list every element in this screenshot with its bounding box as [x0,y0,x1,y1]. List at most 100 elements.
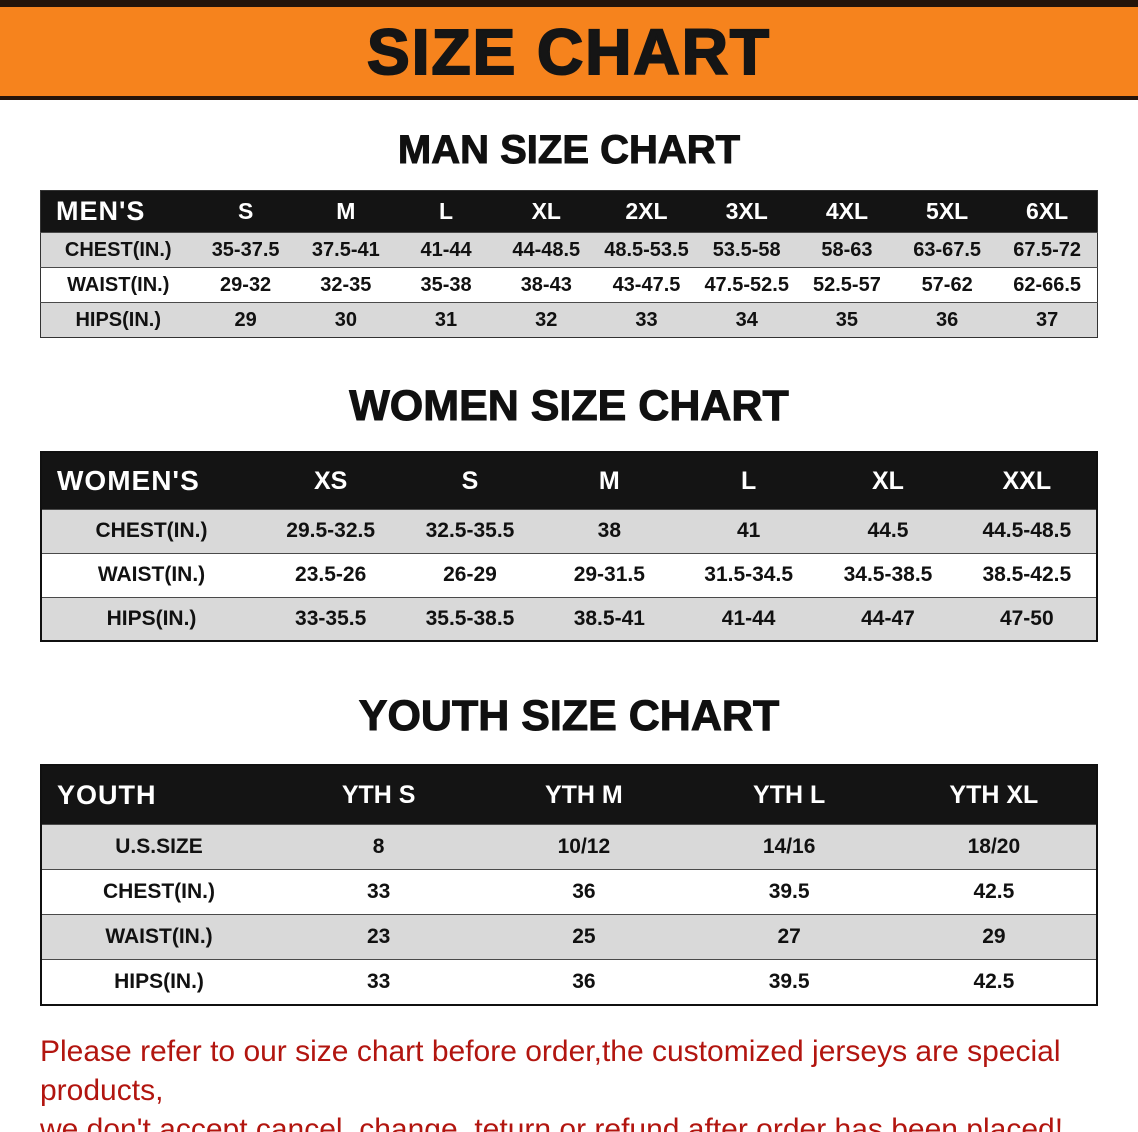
size-value: 35-37.5 [195,232,296,268]
size-value: 53.5-58 [696,232,797,268]
size-value: 23.5-26 [261,552,401,598]
size-value: 42.5 [891,869,1097,915]
size-value: 58-63 [796,232,898,268]
column-header-size: XL [872,466,904,495]
size-value: 47.5-52.5 [696,267,797,303]
women-size-heading: WOMEN SIZE CHART [349,381,790,430]
row-label: WAIST(IN.) [41,914,276,960]
size-value: 36 [481,959,687,1005]
size-value: 37.5-41 [295,232,396,268]
size-value: 34 [696,302,797,338]
column-header-size: S [237,198,254,224]
row-label: CHEST(IN.) [41,869,276,915]
size-value: 44-48.5 [496,232,597,268]
size-value: 25 [481,914,687,960]
column-header-size: L [741,466,757,495]
column-header-size: 4XL [825,198,869,224]
size-value: 33 [276,959,482,1005]
column-header-size: L [439,198,454,224]
size-value: 38 [539,508,679,554]
size-value: 23 [276,914,482,960]
column-header-size: YTH S [341,780,416,809]
size-value: 32-35 [295,267,396,303]
size-value: 31 [395,302,497,338]
column-header-mens: MEN'S [56,196,146,226]
column-header-size: M [598,466,620,495]
row-label: HIPS(IN.) [41,596,261,642]
table-row-chest: CHEST(IN.) 29.5-32.5 32.5-35.5 38 41 44.… [41,508,1097,554]
table-row-waist: WAIST(IN.) 23.5-26 26-29 29-31.5 31.5-34… [41,552,1097,598]
size-value: 29-31.5 [539,552,679,598]
size-value: 8 [276,824,482,870]
size-value: 41-44 [678,596,819,642]
size-value: 29 [195,302,296,338]
column-header-size: YTH L [753,780,826,809]
table-row-chest: CHEST(IN.) 33 36 39.5 42.5 [41,869,1097,915]
table-row-chest: CHEST(IN.) 35-37.5 37.5-41 41-44 44-48.5… [40,232,1098,268]
size-chart-title: SIZE CHART [366,15,771,88]
column-header-size: XS [313,466,348,495]
row-label: CHEST(IN.) [41,508,261,554]
size-value: 33 [276,869,482,915]
size-value: 44.5 [818,508,958,554]
size-value: 30 [295,302,396,338]
size-value: 29.5-32.5 [261,508,401,554]
table-row-hips: HIPS(IN.) 33 36 39.5 42.5 [41,959,1097,1005]
size-value: 33-35.5 [261,596,401,642]
size-value: 10/12 [481,824,687,870]
size-value: 44.5-48.5 [957,508,1097,554]
table-row-waist: WAIST(IN.) 29-32 32-35 35-38 38-43 43-47… [40,267,1098,303]
size-value: 35.5-38.5 [400,596,540,642]
table-row-ussize: U.S.SIZE 8 10/12 14/16 18/20 [41,824,1097,870]
size-value: 14/16 [686,824,892,870]
size-value: 63-67.5 [897,232,998,268]
size-value: 41 [678,508,819,554]
size-value: 42.5 [891,959,1097,1005]
size-value: 29 [891,914,1097,960]
men-size-section: MAN SIZE CHART MEN'S S M L XL 2XL 3XL 4X… [0,127,1138,338]
size-value: 44-47 [818,596,958,642]
column-header-size: 5XL [926,198,969,224]
youth-size-heading: YOUTH SIZE CHART [358,692,780,741]
column-header-youth: YOUTH [57,779,157,810]
column-header-womens: WOMEN'S [57,465,200,497]
size-value: 26-29 [400,552,540,598]
size-value: 36 [897,302,998,338]
disclaimer-note: Please refer to our size chart before or… [40,1032,1138,1132]
disclaimer-line-2: we don't accept cancel, change, teturn o… [40,1112,1064,1132]
row-label: WAIST(IN.) [40,267,196,303]
size-value: 32 [496,302,597,338]
size-value: 48.5-53.5 [596,232,697,268]
row-label: HIPS(IN.) [40,302,196,338]
banner: SIZE CHART [0,0,1138,100]
column-header-size: S [461,466,479,495]
size-value: 29-32 [195,267,296,303]
size-value: 35-38 [395,267,497,303]
size-value: 38-43 [496,267,597,303]
size-value: 67.5-72 [997,232,1098,268]
men-size-heading: MAN SIZE CHART [397,128,741,173]
row-label: U.S.SIZE [41,824,276,870]
men-table-header-row: MEN'S S M L XL 2XL 3XL 4XL 5XL 6XL [40,190,1098,233]
size-value: 43-47.5 [596,267,697,303]
size-value: 18/20 [891,824,1097,870]
column-header-size: XL [531,198,561,224]
size-value: 41-44 [395,232,497,268]
column-header-size: YTH M [544,780,623,809]
table-row-waist: WAIST(IN.) 23 25 27 29 [41,914,1097,960]
table-row-hips: HIPS(IN.) 33-35.5 35.5-38.5 38.5-41 41-4… [41,596,1097,642]
column-header-size: YTH XL [949,780,1039,809]
column-header-size: 2XL [625,198,668,224]
row-label: CHEST(IN.) [40,232,196,268]
youth-table-header-row: YOUTH YTH S YTH M YTH L YTH XL [41,764,1097,825]
size-value: 62-66.5 [997,267,1098,303]
youth-size-table: YOUTH YTH S YTH M YTH L YTH XL U.S.SIZE … [40,763,1098,1006]
women-size-table: WOMEN'S XS S M L XL XXL CHEST(IN.) 29.5-… [40,451,1098,643]
size-value: 38.5-41 [539,596,679,642]
size-value: 32.5-35.5 [400,508,540,554]
column-header-size: 6XL [1026,198,1069,224]
row-label: WAIST(IN.) [41,552,261,598]
size-value: 57-62 [897,267,998,303]
column-header-size: M [336,198,356,224]
row-label: HIPS(IN.) [41,959,276,1005]
